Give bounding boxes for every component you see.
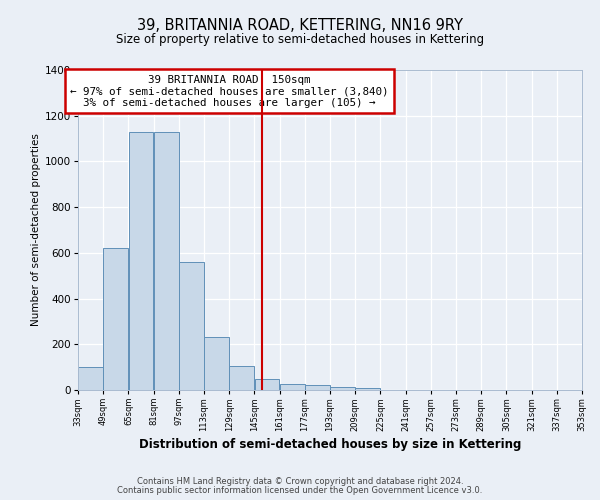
Bar [78,367,103,390]
X-axis label: Distribution of semi-detached houses by size in Kettering: Distribution of semi-detached houses by … [139,438,521,451]
Bar [305,386,330,390]
Bar [179,262,204,390]
Bar [128,132,154,390]
Y-axis label: Number of semi-detached properties: Number of semi-detached properties [31,134,41,326]
Bar [103,248,128,390]
Text: 39 BRITANNIA ROAD: 150sqm
← 97% of semi-detached houses are smaller (3,840)
3% o: 39 BRITANNIA ROAD: 150sqm ← 97% of semi-… [70,75,388,108]
Bar [204,338,229,390]
Bar [355,388,380,390]
Text: Contains HM Land Registry data © Crown copyright and database right 2024.: Contains HM Land Registry data © Crown c… [137,477,463,486]
Bar [254,378,280,390]
Bar [280,384,305,390]
Bar [330,386,355,390]
Text: Size of property relative to semi-detached houses in Kettering: Size of property relative to semi-detach… [116,32,484,46]
Text: Contains public sector information licensed under the Open Government Licence v3: Contains public sector information licen… [118,486,482,495]
Bar [154,132,179,390]
Bar [229,366,254,390]
Text: 39, BRITANNIA ROAD, KETTERING, NN16 9RY: 39, BRITANNIA ROAD, KETTERING, NN16 9RY [137,18,463,32]
